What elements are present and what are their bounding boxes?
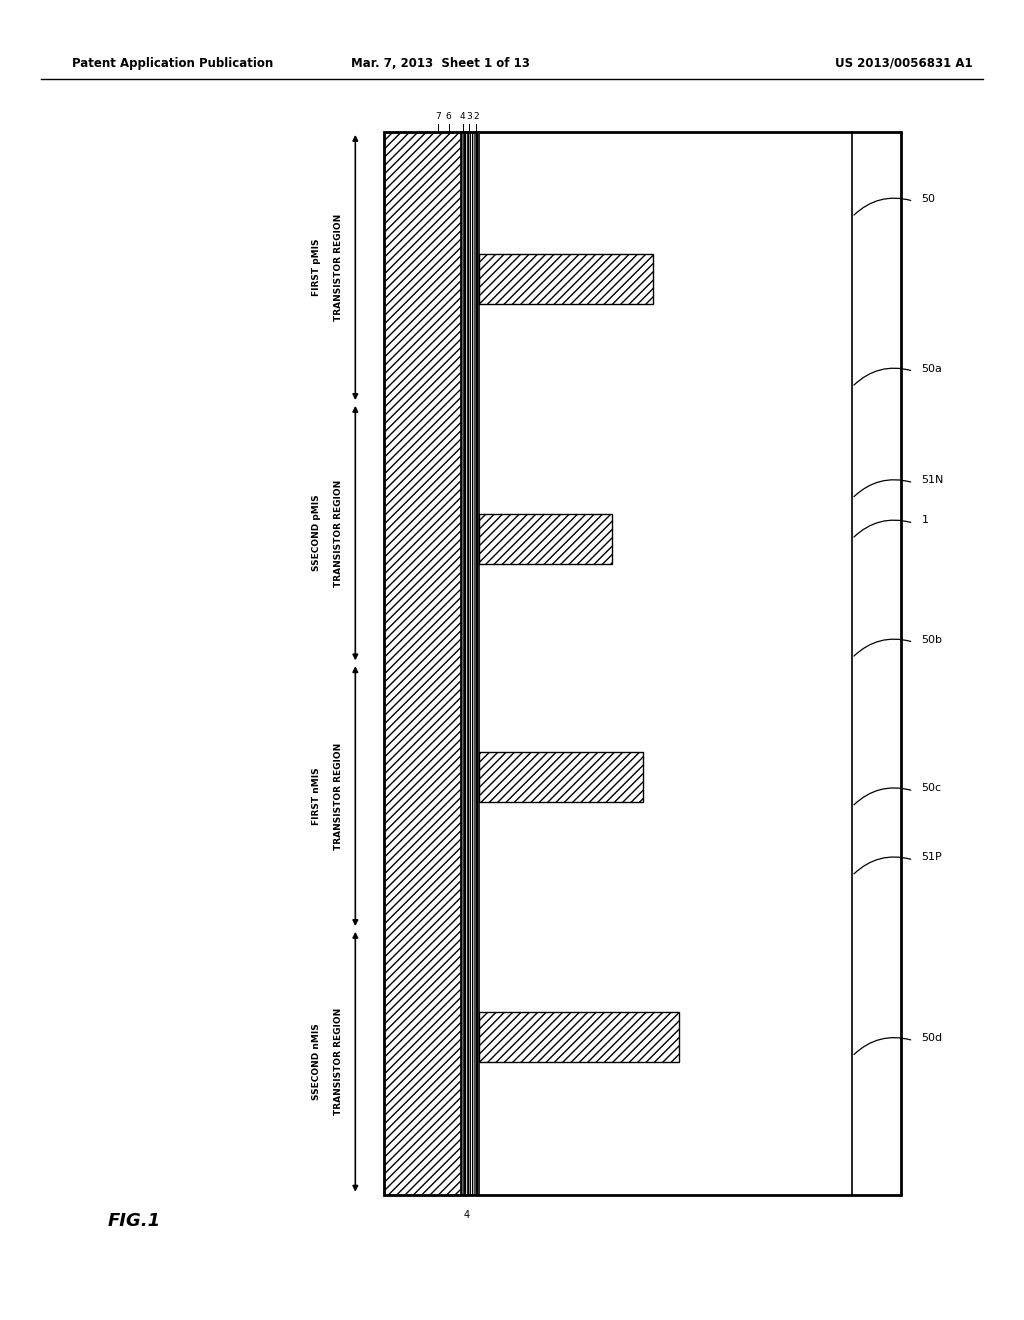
Text: 2: 2 bbox=[473, 112, 479, 121]
Text: FIRST pMIS: FIRST pMIS bbox=[312, 239, 321, 296]
Text: TRANSISTOR REGION: TRANSISTOR REGION bbox=[335, 214, 343, 321]
Text: 50a: 50a bbox=[922, 363, 942, 374]
Text: 1: 1 bbox=[922, 516, 929, 525]
Text: US 2013/0056831 A1: US 2013/0056831 A1 bbox=[836, 57, 973, 70]
Text: 4: 4 bbox=[460, 112, 466, 121]
Text: 50: 50 bbox=[922, 194, 936, 203]
Bar bbox=[461, 132, 479, 1195]
Text: 4: 4 bbox=[463, 1210, 469, 1221]
Bar bbox=[461, 132, 479, 1195]
Bar bbox=[479, 1012, 679, 1063]
Text: 50b: 50b bbox=[922, 635, 943, 644]
Text: FIRST nMIS: FIRST nMIS bbox=[312, 767, 321, 825]
Text: 50c: 50c bbox=[922, 783, 942, 793]
Bar bbox=[479, 253, 653, 304]
Text: FIG.1: FIG.1 bbox=[108, 1212, 161, 1230]
Text: TRANSISTOR REGION: TRANSISTOR REGION bbox=[335, 1008, 343, 1115]
Text: 7: 7 bbox=[435, 112, 441, 121]
Text: 51P: 51P bbox=[922, 853, 942, 862]
Text: TRANSISTOR REGION: TRANSISTOR REGION bbox=[335, 479, 343, 587]
Text: 51N: 51N bbox=[922, 475, 944, 486]
Bar bbox=[384, 132, 461, 1195]
Text: Mar. 7, 2013  Sheet 1 of 13: Mar. 7, 2013 Sheet 1 of 13 bbox=[351, 57, 529, 70]
Text: SSECOND pMIS: SSECOND pMIS bbox=[312, 495, 321, 572]
Text: TRANSISTOR REGION: TRANSISTOR REGION bbox=[335, 742, 343, 850]
Bar bbox=[479, 513, 612, 564]
Text: Patent Application Publication: Patent Application Publication bbox=[72, 57, 273, 70]
Text: 6: 6 bbox=[445, 112, 452, 121]
Bar bbox=[479, 752, 643, 803]
Text: SSECOND nMIS: SSECOND nMIS bbox=[312, 1023, 321, 1100]
Text: 3: 3 bbox=[466, 112, 472, 121]
Text: 50d: 50d bbox=[922, 1034, 943, 1043]
Bar bbox=[384, 132, 901, 1195]
